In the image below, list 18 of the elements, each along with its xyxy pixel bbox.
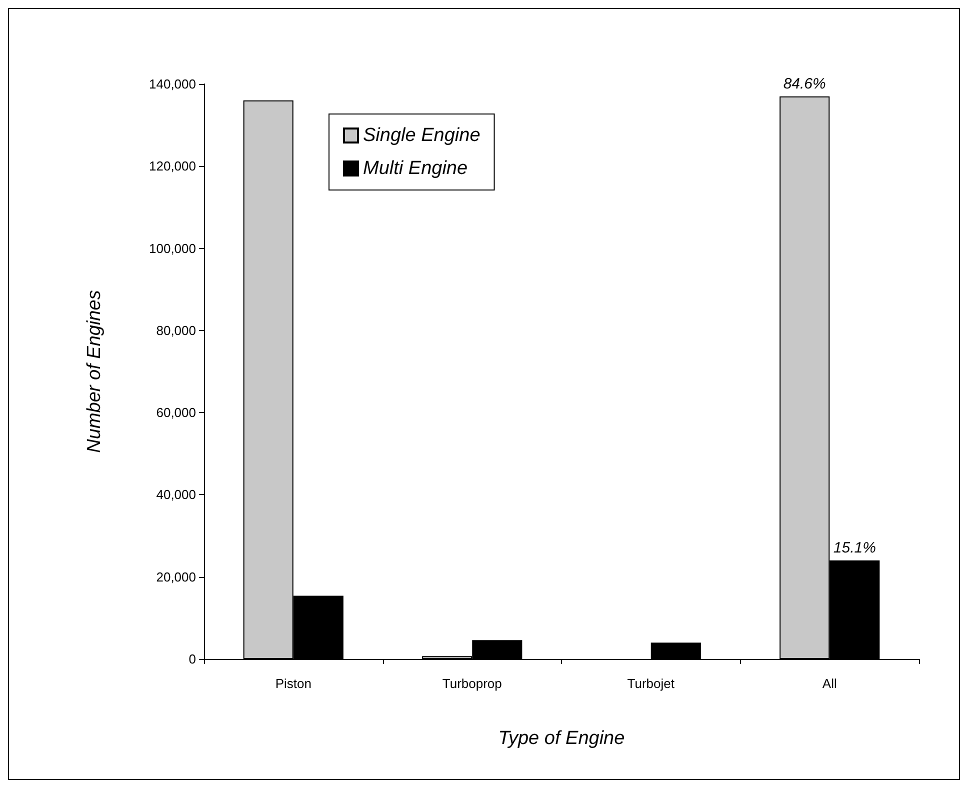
y-tick-label: 120,000 <box>149 158 196 174</box>
y-tick-label: 40,000 <box>156 487 196 502</box>
x-tick-label: All <box>822 676 837 691</box>
x-tick-label: Piston <box>275 676 312 691</box>
x-tick-label: Turbojet <box>627 676 675 691</box>
y-axis-title: Number of Engines <box>84 290 105 453</box>
y-tick-label: 140,000 <box>149 76 196 92</box>
y-tick-label: 0 <box>188 652 196 666</box>
annotation: 84.6% <box>783 75 826 92</box>
annotation: 15.1% <box>833 539 876 556</box>
x-axis-title: Type of Engine <box>498 728 625 749</box>
y-tick-label: 80,000 <box>156 322 196 338</box>
y-tick-label: 20,000 <box>156 569 196 584</box>
x-tick-label: Turboprop <box>442 676 502 691</box>
y-tick-label: 100,000 <box>149 240 196 256</box>
legend-label: Multi Engine <box>363 158 468 179</box>
legend-label: Single Engine <box>363 125 480 146</box>
y-tick-label: 60,000 <box>156 405 196 420</box>
